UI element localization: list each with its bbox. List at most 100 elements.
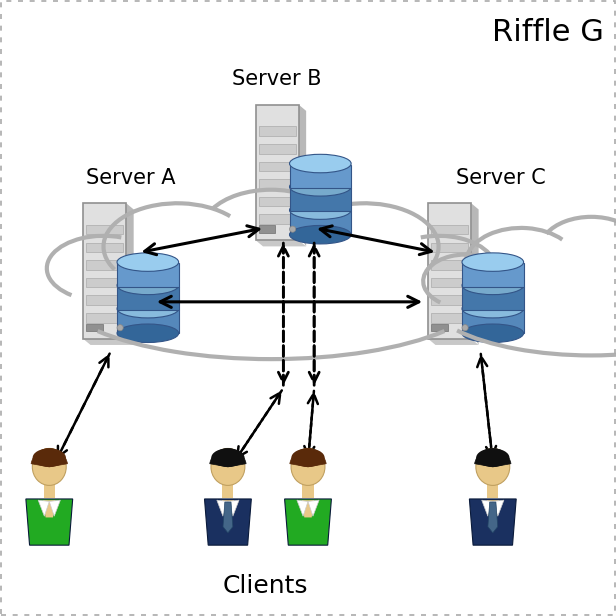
Ellipse shape [540,217,616,283]
Ellipse shape [117,299,179,318]
Polygon shape [469,499,516,545]
Polygon shape [493,500,504,516]
Ellipse shape [462,276,524,294]
Polygon shape [256,240,306,246]
Polygon shape [228,500,239,516]
Ellipse shape [291,448,325,467]
Polygon shape [49,500,60,516]
Ellipse shape [117,324,179,342]
Bar [83,203,126,339]
Wedge shape [209,448,246,467]
Polygon shape [205,499,251,545]
Bar [259,179,296,188]
Bar [86,296,123,305]
Bar [259,197,296,206]
Wedge shape [290,448,326,467]
Polygon shape [26,499,73,545]
Ellipse shape [33,448,67,485]
Ellipse shape [290,177,351,196]
Polygon shape [299,105,306,246]
Ellipse shape [117,276,179,294]
Polygon shape [302,500,314,517]
Ellipse shape [103,203,251,290]
Text: Server B: Server B [232,70,322,89]
Bar [259,225,275,233]
Text: Clients: Clients [222,573,307,598]
Bar [431,324,448,331]
Polygon shape [285,499,331,545]
Ellipse shape [211,448,245,467]
Bar [462,310,524,333]
Text: Server A: Server A [86,168,176,188]
Polygon shape [297,500,308,516]
Bar [431,260,468,270]
Bar [259,126,296,136]
Ellipse shape [606,228,616,299]
Circle shape [462,325,468,331]
Bar [431,225,468,235]
Bar [256,105,299,240]
Ellipse shape [290,201,351,219]
Polygon shape [487,500,499,517]
Ellipse shape [33,448,66,467]
Ellipse shape [425,233,616,355]
Text: Server C: Server C [456,168,546,188]
Bar [290,211,351,235]
Ellipse shape [211,448,245,485]
Bar [117,310,179,333]
Bar [431,313,468,323]
Circle shape [290,226,296,232]
Bar [117,286,179,310]
Ellipse shape [462,324,524,342]
Ellipse shape [476,448,509,467]
Ellipse shape [202,190,340,271]
Bar [86,324,103,331]
Ellipse shape [382,236,495,301]
Polygon shape [222,500,234,517]
Bar [86,313,123,323]
Polygon shape [223,502,233,533]
Bar [259,144,296,153]
Ellipse shape [117,253,179,271]
Bar [86,278,123,287]
Bar [302,483,314,498]
Ellipse shape [291,203,439,290]
Polygon shape [471,203,479,345]
Ellipse shape [423,254,508,308]
Bar [117,264,179,286]
Wedge shape [474,448,511,467]
Bar [259,161,296,171]
Ellipse shape [47,236,160,301]
Polygon shape [83,339,134,345]
Ellipse shape [290,155,351,173]
Ellipse shape [462,253,524,271]
Polygon shape [126,203,134,345]
Wedge shape [31,448,68,467]
Ellipse shape [49,210,493,359]
Polygon shape [482,500,493,516]
Ellipse shape [462,299,524,318]
Bar [86,243,123,252]
Polygon shape [43,500,55,517]
Ellipse shape [466,228,577,299]
Polygon shape [38,500,49,516]
Bar [86,260,123,270]
Bar [44,483,55,498]
Bar [290,188,351,211]
Ellipse shape [290,225,351,244]
Bar [462,286,524,310]
Bar [462,264,524,286]
Bar [428,203,471,339]
Ellipse shape [476,448,510,485]
Polygon shape [217,500,228,516]
Ellipse shape [291,448,325,485]
Bar [86,225,123,235]
Polygon shape [428,339,479,345]
Bar [259,214,296,224]
Bar [431,243,468,252]
Polygon shape [488,502,498,533]
Bar [487,483,498,498]
Bar [290,165,351,188]
Circle shape [117,325,123,331]
Bar [431,296,468,305]
